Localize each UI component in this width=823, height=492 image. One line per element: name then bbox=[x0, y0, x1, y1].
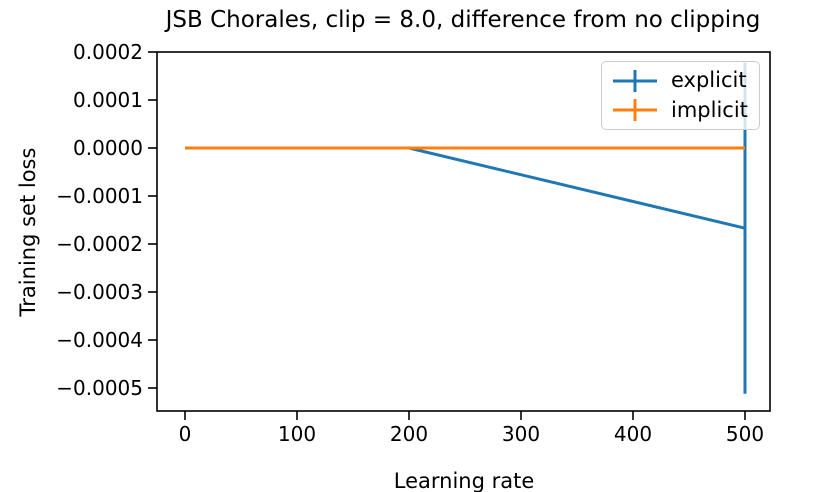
x-tick-label: 200 bbox=[390, 422, 428, 446]
y-axis-label: Training set loss bbox=[16, 147, 40, 317]
x-tick-label: 500 bbox=[726, 422, 764, 446]
y-tick-label: −0.0003 bbox=[56, 280, 143, 304]
y-tick-label: 0.0001 bbox=[73, 88, 143, 112]
y-tick-label: −0.0004 bbox=[56, 328, 143, 352]
legend-label-implicit: implicit bbox=[671, 97, 748, 122]
y-tick-label: 0.0002 bbox=[73, 40, 143, 64]
x-tick-label: 100 bbox=[278, 422, 316, 446]
legend-label-explicit: explicit bbox=[671, 68, 747, 93]
axes-frame bbox=[156, 51, 771, 412]
x-tick-label: 0 bbox=[179, 422, 192, 446]
chart-title: JSB Chorales, clip = 8.0, difference fro… bbox=[165, 7, 761, 33]
explicit-errorbar-icon bbox=[613, 69, 657, 92]
y-tick-label: −0.0001 bbox=[56, 184, 143, 208]
legend: explicit implicit bbox=[601, 61, 760, 130]
legend-row-implicit: implicit bbox=[612, 97, 749, 123]
explicit-line bbox=[185, 146, 746, 230]
x-tick-label: 400 bbox=[614, 422, 652, 446]
legend-row-explicit: explicit bbox=[612, 68, 749, 94]
x-axis-label: Learning rate bbox=[393, 469, 535, 492]
implicit-errorbar-icon bbox=[613, 99, 657, 122]
x-tick-label: 300 bbox=[502, 422, 540, 446]
y-tick-label: 0.0000 bbox=[73, 136, 143, 160]
y-tick-label: −0.0005 bbox=[56, 376, 143, 400]
y-tick-label: −0.0002 bbox=[56, 232, 143, 256]
